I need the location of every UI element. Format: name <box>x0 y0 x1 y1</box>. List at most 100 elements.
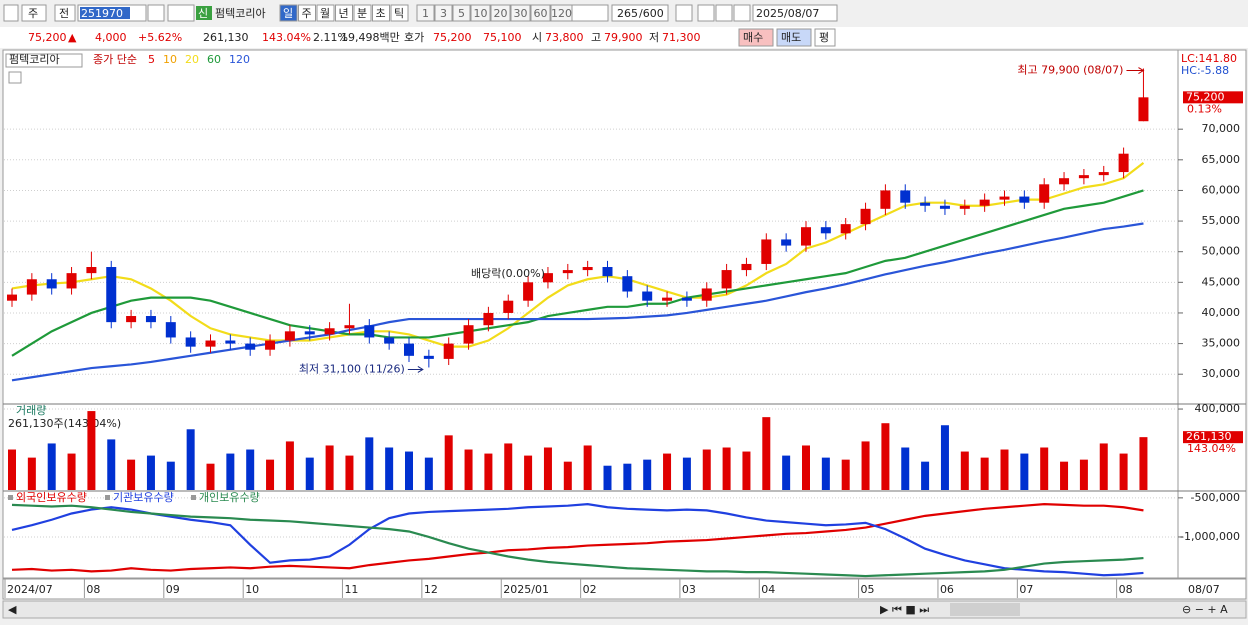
button-sell[interactable] <box>776 28 812 47</box>
unit-label[interactable]: 주 <box>302 7 312 20</box>
legend-entry: 10 <box>163 53 177 66</box>
interval-button[interactable] <box>470 4 491 22</box>
count[interactable]: 265 <box>617 7 638 20</box>
button-avg[interactable] <box>814 28 836 47</box>
tool-button[interactable] <box>733 4 751 22</box>
interval-button[interactable] <box>490 4 511 22</box>
volume-bar <box>682 457 691 490</box>
candle-body <box>1138 97 1149 122</box>
menu-button[interactable] <box>3 4 19 22</box>
volume-bar <box>1040 447 1049 490</box>
price-badge-pct: 0.13% <box>1187 102 1222 115</box>
interval-label[interactable]: 3 <box>440 7 447 20</box>
volume-bar <box>146 455 155 490</box>
investor-line <box>11 503 1144 577</box>
info-quote-label: 호가 <box>404 31 424 44</box>
volume-bar <box>226 453 235 490</box>
stock-name[interactable]: 펌텍코리아 <box>215 7 266 20</box>
candle-body <box>920 202 931 206</box>
scroll-right[interactable]: ▶ ⏮ ■ ⏭ <box>880 603 929 616</box>
candle-body <box>86 267 97 274</box>
interval-label[interactable]: 5 <box>458 7 465 20</box>
search-button[interactable] <box>147 4 165 22</box>
volume-bar <box>841 459 850 490</box>
button-label[interactable]: 매수 <box>743 31 763 44</box>
code[interactable]: 251970 <box>81 7 123 20</box>
candle-body <box>404 343 414 356</box>
unit-label[interactable]: 일 <box>283 6 293 20</box>
count-input[interactable] <box>611 4 669 22</box>
date-input[interactable] <box>752 4 838 22</box>
candle-body <box>145 316 156 323</box>
combo[interactable] <box>571 4 609 22</box>
volume-bar <box>742 451 751 490</box>
info-low-label: 저 <box>649 31 659 44</box>
date[interactable]: 2025/08/07 <box>756 7 819 20</box>
candle-body <box>1118 153 1129 173</box>
candle-body <box>7 294 17 301</box>
y-tick-label: 45,000 <box>1202 275 1241 288</box>
candle-body <box>165 322 176 338</box>
unit-label[interactable]: 틱 <box>394 7 404 20</box>
period[interactable]: 주 <box>28 7 38 20</box>
annotation-high: 최고 79,900 (08/07) <box>1017 64 1123 77</box>
volume-bar <box>285 441 294 490</box>
button-label[interactable]: 매도 <box>781 31 801 44</box>
interval-button[interactable] <box>416 4 435 22</box>
panel-icon[interactable] <box>8 71 22 84</box>
button-buy[interactable] <box>738 28 774 47</box>
tool-button[interactable] <box>697 4 715 22</box>
unit-button[interactable] <box>372 4 390 22</box>
period-select[interactable] <box>21 4 47 22</box>
candle-body <box>443 343 454 359</box>
interval-label[interactable]: 30 <box>514 7 528 20</box>
prev-button[interactable] <box>54 4 76 22</box>
candle-body <box>1039 184 1050 203</box>
investor-legend: 기관보유수량 <box>113 491 174 504</box>
button-label[interactable]: 평 <box>819 31 829 44</box>
candle-body <box>999 196 1010 200</box>
unit-label[interactable]: 초 <box>376 7 386 20</box>
interval-button[interactable] <box>452 4 471 22</box>
volume-bar <box>980 457 989 490</box>
unit-button[interactable] <box>316 4 335 22</box>
interval-button[interactable] <box>510 4 531 22</box>
interval-label[interactable]: 10 <box>474 7 488 20</box>
volume-title: 거래량 <box>16 404 46 417</box>
scrollbar[interactable] <box>2 600 1247 619</box>
zoom-controls[interactable]: ⊖ − + A <box>1182 603 1228 616</box>
volume-badge <box>1183 431 1243 444</box>
volume-bar <box>921 461 930 490</box>
x-tick-label: 04 <box>761 583 775 596</box>
scroll-thumb[interactable] <box>950 603 1020 616</box>
unit-label[interactable]: 월 <box>320 7 330 20</box>
volume-bar <box>405 451 413 490</box>
legend-entry: 120 <box>229 53 250 66</box>
interval-label[interactable]: 120 <box>551 7 572 20</box>
unit-button[interactable] <box>353 4 372 22</box>
unit-button[interactable] <box>298 4 316 22</box>
unit-button[interactable] <box>335 4 353 22</box>
interval-button[interactable] <box>530 4 551 22</box>
x-tick-label: 2025/01 <box>503 583 549 596</box>
volume-bar <box>583 445 592 490</box>
interval-label[interactable]: 60 <box>534 7 548 20</box>
candle-body <box>880 190 891 209</box>
sound-button[interactable] <box>167 4 195 22</box>
interval-button[interactable] <box>434 4 453 22</box>
tool-button[interactable] <box>715 4 733 22</box>
prev[interactable]: 전 <box>59 7 69 20</box>
unit-button[interactable] <box>279 4 298 22</box>
unit-label[interactable]: 년 <box>339 7 349 20</box>
interval-label[interactable]: 1 <box>422 7 429 20</box>
unit-label[interactable]: 분 <box>357 7 367 20</box>
candle-body <box>126 316 137 323</box>
unit-button[interactable] <box>390 4 409 22</box>
info-open: 73,800 <box>545 31 584 44</box>
volume-subtitle: 261,130주(143.04%) <box>8 417 121 430</box>
tool-button[interactable] <box>675 4 693 22</box>
scroll-left[interactable]: ◀ <box>8 603 17 616</box>
y-tick-label: 55,000 <box>1202 214 1241 227</box>
interval-label[interactable]: 20 <box>494 7 508 20</box>
volume-bar <box>266 459 275 490</box>
